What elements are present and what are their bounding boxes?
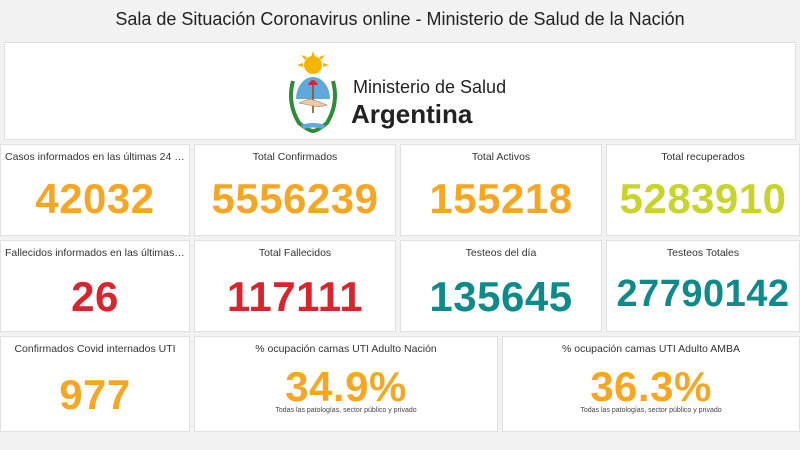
card-label: Confirmados Covid internados UTI [14,343,176,355]
ministry-banner: Ministerio de Salud Argentina [4,42,796,140]
card-value: 117111 [226,273,364,320]
card-label: % ocupación camas UTI Adulto AMBA [561,343,740,355]
card-value: 977 [59,371,131,418]
card-label: % ocupación camas UTI Adulto Nación [255,343,437,355]
card-total-confirmed: Total Confirmados 5556239 [194,144,396,236]
card-total-deaths: Total Fallecidos 117111 [194,240,396,332]
card-note: Todas las patologías, sector público y p… [580,407,722,414]
card-icu-occupancy-nation: % ocupación camas UTI Adulto Nación 34.9… [194,336,498,432]
card-value: 42032 [35,175,155,222]
card-value: 135645 [429,273,573,320]
coat-of-arms-icon [289,51,337,133]
card-label: Fallecidos informados en las últimas 24 … [5,247,189,259]
card-label: Total recuperados [661,151,745,163]
card-value: 155218 [429,175,573,222]
ministry-logo: Ministerio de Salud Argentina [285,51,525,135]
card-label: Testeos del día [465,247,537,259]
card-deaths-24h: Fallecidos informados en las últimas 24 … [0,240,190,332]
card-total-active: Total Activos 155218 [400,144,602,236]
card-cases-24h: Casos informados en las últimas 24 Hs 42… [0,144,190,236]
card-total-recovered: Total recuperados 5283910 [606,144,800,236]
card-label: Total Fallecidos [258,247,332,259]
card-icu-occupancy-amba: % ocupación camas UTI Adulto AMBA 36.3% … [502,336,800,432]
card-note: Todas las patologías, sector público y p… [275,407,417,414]
country-name: Argentina [351,99,473,129]
card-value: 36.3% [590,363,712,410]
card-value: 5283910 [619,175,787,222]
ministry-name: Ministerio de Salud [353,77,507,97]
card-value: 5556239 [211,175,379,222]
card-value: 34.9% [285,363,407,410]
card-value: 27790142 [616,273,790,315]
card-tests-today: Testeos del día 135645 [400,240,602,332]
card-value: 26 [71,273,119,320]
card-label: Testeos Totales [666,247,740,259]
card-label: Casos informados en las últimas 24 Hs [5,151,188,163]
card-label: Total Activos [471,151,531,163]
card-label: Total Confirmados [252,151,338,163]
page-title: Sala de Situación Coronavirus online - M… [115,9,685,29]
card-icu-hospitalized: Confirmados Covid internados UTI 977 [0,336,190,432]
card-total-tests: Testeos Totales 27790142 [606,240,800,332]
